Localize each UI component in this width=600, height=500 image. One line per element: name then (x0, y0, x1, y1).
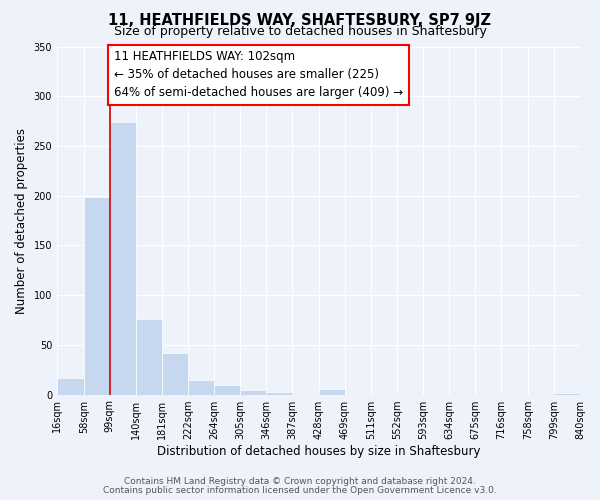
Bar (188, 380, 214, 394)
Bar (83, 196, 110, 394)
Bar (554, 392, 580, 394)
Text: 11, HEATHFIELDS WAY, SHAFTESBURY, SP7 9JZ: 11, HEATHFIELDS WAY, SHAFTESBURY, SP7 9J… (109, 12, 491, 28)
Bar (57, 378, 83, 394)
Text: Contains public sector information licensed under the Open Government Licence v3: Contains public sector information licen… (103, 486, 497, 495)
Bar (136, 319, 162, 394)
Bar (266, 392, 292, 394)
Text: 11 HEATHFIELDS WAY: 102sqm
← 35% of detached houses are smaller (225)
64% of sem: 11 HEATHFIELDS WAY: 102sqm ← 35% of deta… (114, 50, 403, 100)
Y-axis label: Number of detached properties: Number of detached properties (15, 128, 28, 314)
Bar (162, 353, 188, 395)
Bar (214, 384, 241, 394)
Bar (319, 388, 344, 394)
X-axis label: Distribution of detached houses by size in Shaftesbury: Distribution of detached houses by size … (157, 444, 480, 458)
Bar (110, 122, 136, 394)
Text: Contains HM Land Registry data © Crown copyright and database right 2024.: Contains HM Land Registry data © Crown c… (124, 477, 476, 486)
Bar (241, 390, 266, 394)
Text: Size of property relative to detached houses in Shaftesbury: Size of property relative to detached ho… (113, 25, 487, 38)
